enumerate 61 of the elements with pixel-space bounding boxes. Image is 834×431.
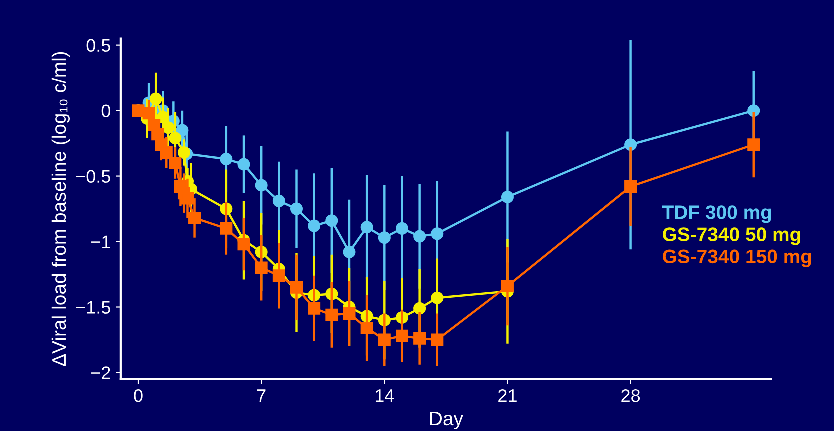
point [160, 146, 173, 159]
point [414, 302, 426, 315]
x-tick-label: 14 [376, 390, 394, 402]
point [238, 238, 250, 251]
point [748, 104, 760, 118]
point [326, 214, 338, 228]
point [238, 158, 250, 171]
point [414, 332, 426, 345]
y-tick-label: 0 [102, 104, 110, 118]
point [414, 230, 426, 243]
y-tick-label: −0.5 [76, 170, 110, 184]
point [343, 246, 356, 258]
y-tick-label: −1.5 [76, 301, 110, 314]
point [176, 124, 189, 137]
point [360, 221, 374, 234]
point [501, 191, 514, 204]
x-tick-label: 28 [622, 389, 640, 402]
y-axis-title: ΔViral load from baseline (log₁₀ c/ml) [52, 52, 70, 366]
point [169, 156, 182, 170]
point [255, 179, 268, 192]
point [501, 280, 514, 293]
point [343, 308, 356, 320]
point [378, 232, 391, 244]
point [624, 138, 638, 152]
y-tick-label: −2 [92, 366, 110, 380]
text: GS-7340 50 mg [663, 228, 800, 246]
point [326, 308, 338, 322]
point [255, 262, 268, 274]
text: TDF 300 mg [662, 206, 772, 224]
point [396, 330, 408, 342]
point [169, 132, 182, 145]
point [378, 334, 391, 346]
point [272, 194, 286, 208]
y-tick-label: 0.5 [86, 39, 110, 52]
x-tick-label: 21 [498, 389, 517, 402]
x-tick-label: 7 [257, 390, 266, 402]
y-tick-label: −1 [92, 236, 110, 248]
text: GS-7340 150 mg [663, 250, 812, 268]
point [431, 292, 444, 304]
point [396, 222, 408, 235]
point [624, 180, 638, 194]
point [181, 192, 194, 205]
point [188, 212, 202, 224]
point [272, 270, 286, 282]
point [290, 202, 303, 216]
point [308, 220, 321, 232]
point [152, 128, 164, 141]
x-axis-title: Day [430, 412, 464, 430]
point [431, 228, 444, 240]
x-tick-label: 0 [134, 389, 143, 402]
point [748, 138, 760, 152]
point [308, 302, 321, 315]
point [142, 107, 156, 120]
point [178, 146, 190, 159]
point [150, 92, 162, 106]
point [431, 334, 444, 346]
point [220, 153, 233, 166]
point [162, 122, 175, 134]
point [220, 222, 233, 235]
point [290, 281, 303, 294]
point [360, 322, 374, 334]
